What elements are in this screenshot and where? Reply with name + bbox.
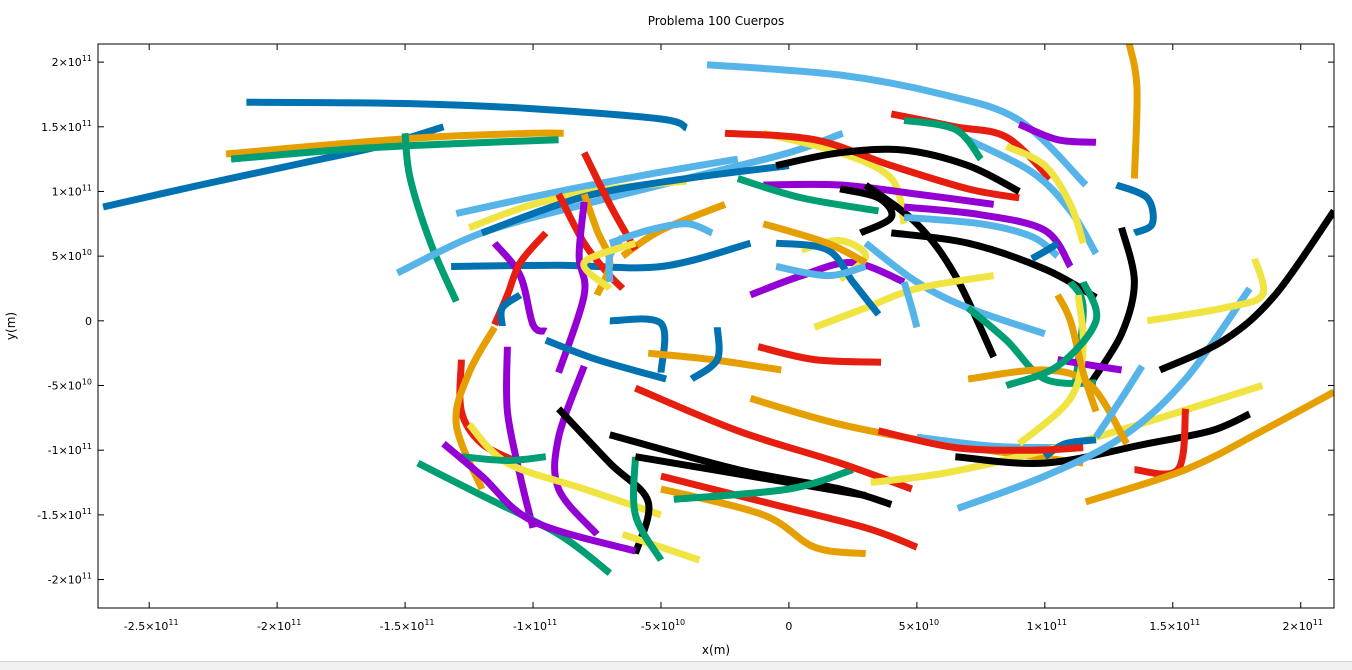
trajectory-32 [441, 441, 637, 555]
trajectory-82 [1042, 436, 1097, 460]
trajectory-11 [480, 162, 790, 237]
trajectory-27 [551, 364, 600, 537]
plot-frame [97, 43, 1335, 609]
trajectory-22 [497, 292, 523, 327]
trajectory-50 [1084, 388, 1334, 506]
trajectory-41 [647, 349, 782, 374]
trajectory-23 [609, 315, 669, 373]
x-tick-label: 2×1011 [1283, 618, 1323, 633]
x-tick-label: -5×1010 [641, 618, 685, 633]
trajectory-83 [1093, 364, 1146, 440]
trajectory-34 [630, 456, 665, 562]
trajectory-54 [1087, 226, 1138, 385]
trajectory-18 [605, 234, 626, 283]
trajectory-87 [900, 280, 921, 329]
trajectory-62 [863, 182, 997, 359]
x-axis-label: x(m) [702, 643, 730, 657]
trajectory-44 [757, 343, 882, 366]
trajectory-60 [763, 180, 995, 208]
trajectory-39 [673, 466, 854, 503]
x-tick-label: 1×1011 [1027, 618, 1067, 633]
trajectory-85 [762, 220, 868, 266]
trajectory-52 [1158, 208, 1334, 374]
y-tick-label: 5×1010 [52, 248, 92, 263]
trajectory-43 [689, 327, 723, 382]
x-tick-label: 1.5×1011 [1149, 618, 1200, 633]
trajectory-81 [1005, 280, 1101, 389]
y-tick-label: -5×1010 [48, 378, 92, 393]
trajectory-19 [491, 240, 548, 335]
trajectory-40 [634, 384, 913, 493]
y-tick-label: 1.5×1011 [41, 119, 92, 134]
trajectory-84 [877, 427, 1084, 454]
series-layer [102, 44, 1334, 576]
trajectory-57 [762, 129, 908, 225]
trajectory-13 [555, 192, 626, 291]
trajectory-55 [1115, 181, 1157, 237]
trajectory-7 [1125, 44, 1141, 179]
trajectory-59 [775, 145, 1021, 195]
trajectory-20 [555, 201, 589, 374]
trajectory-26 [502, 346, 537, 529]
x-tick-label: -2.5×1011 [124, 618, 179, 633]
trajectory-74 [1004, 143, 1087, 245]
trajectory-31 [461, 453, 547, 464]
trajectory-53 [1146, 257, 1268, 325]
trajectory-88 [580, 239, 637, 292]
trajectory-64 [863, 240, 1046, 338]
chart-title: Problema 100 Cuerpos [648, 14, 784, 28]
x-tick-label: -1.5×1011 [380, 618, 435, 633]
trajectory-73 [903, 116, 984, 162]
x-tick-label: -2×1011 [257, 618, 301, 633]
x-tick-label: 0 [785, 620, 792, 633]
y-tick-label: 2×1011 [52, 54, 92, 69]
trajectory-8 [395, 130, 844, 277]
trajectory-16 [581, 151, 639, 252]
trajectory-66 [749, 259, 906, 299]
tick-layer: -2.5×1011 -2×1011 -1.5×1011 -1×1011 -5×1010 0… [37, 44, 1334, 633]
trajectory-2 [246, 98, 689, 132]
trajectory-28 [466, 421, 663, 519]
trajectory-37 [660, 472, 919, 551]
trajectory-79 [1016, 294, 1087, 447]
trajectory-58 [724, 129, 1020, 202]
trajectory-48 [955, 410, 1252, 467]
trajectory-61 [736, 175, 880, 215]
trajectory-72 [966, 136, 1100, 256]
y-tick-label: -1.5×1011 [37, 507, 92, 522]
y-axis-label: y(m) [4, 312, 18, 340]
trajectory-3 [225, 129, 564, 158]
x-tick-label: -1×1011 [513, 618, 557, 633]
trajectory-33 [621, 530, 701, 564]
trajectory-75 [965, 305, 1097, 387]
status-bar [0, 661, 1352, 670]
trajectory-36 [634, 453, 867, 499]
trajectory-4 [230, 136, 559, 163]
trajectory-89 [839, 185, 896, 237]
trajectory-68 [775, 239, 882, 317]
y-tick-label: -2×1011 [48, 572, 92, 587]
x-tick-label: 5×1010 [899, 618, 939, 633]
y-tick-label: -1×1011 [48, 442, 92, 457]
y-tick-label: 1×1011 [52, 183, 92, 198]
trajectory-65 [813, 272, 995, 331]
trajectory-17 [608, 220, 714, 247]
trajectory-5 [401, 132, 460, 303]
trajectory-42 [544, 336, 668, 383]
trajectory-86 [775, 263, 867, 280]
trajectory-56 [1017, 120, 1097, 146]
y-tick-label: 0 [85, 315, 92, 328]
trajectory-70 [903, 203, 1074, 269]
trajectory-90 [1030, 240, 1060, 262]
